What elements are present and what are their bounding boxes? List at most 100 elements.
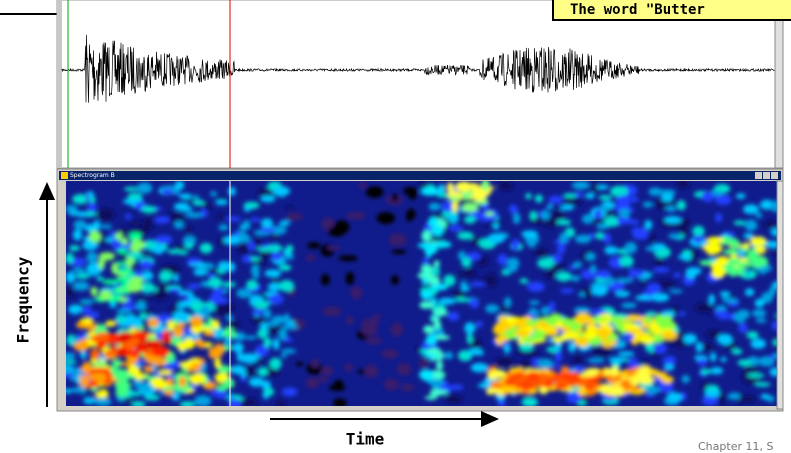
spectrogram-blob [179,300,194,308]
spectrogram-blob [123,186,139,192]
spectrogram-blob [75,321,86,329]
spectrogram-blob [280,353,287,359]
spectrogram-blob [129,276,144,284]
spectrogram-blob [305,377,320,389]
spectrogram-blob [590,182,602,193]
spectrogram-blob [420,187,439,196]
spectrogram-blob [609,315,623,324]
spectrogram-blob [577,387,588,396]
spectrogram-blob [278,328,288,341]
spectrogram-blob [484,211,495,217]
spectrogram-blob [538,371,549,384]
spectrogram-blob [512,212,521,225]
spectrogram-blob [101,252,115,261]
spectrogram-blob [214,373,223,379]
spectrogram-blob [271,315,287,324]
spectrogram-blob [596,375,604,381]
spectrogram-blob [651,243,666,250]
spectrogram-blob [430,316,440,323]
spectrogram-blob [81,365,92,372]
spectrogram-blob [469,281,486,287]
spectrogram-blob [281,387,298,397]
spectrogram-blob [272,338,280,350]
spectrogram-blob [548,301,556,313]
spectrogram-blob [617,370,629,376]
spectrogram-blob [595,231,605,240]
spectrogram-blob [155,235,173,244]
spectrogram-blob [610,185,628,197]
spectrogram-blob [99,224,113,229]
spectrogram-blob [158,270,173,282]
spectrogram-blob [243,219,251,230]
spectrogram-blob [283,313,291,325]
spectrogram-blob [79,299,95,305]
spectrogram-blob [697,358,707,367]
spectrogram-blob [700,368,712,375]
spectrogram-blob [754,298,765,308]
spectrogram-blob [281,348,296,354]
spectrogram-blob [157,370,173,375]
spectrogram-blob [105,320,117,327]
spectrogram-blob [231,365,246,375]
spectrogram-blob [694,303,714,313]
spectrogram-blob [264,387,275,396]
spectrogram-blob [663,216,682,224]
spectrogram-blob [183,338,195,350]
spectrogram-blob [657,258,665,270]
spectrogram-blob [228,186,236,196]
spectrogram-blob [466,332,473,344]
spectrogram-blob [199,242,213,254]
spectrogram-blob [742,395,756,403]
spectrogram-blob [141,375,156,380]
spectrogram-blob [710,261,724,270]
spectrogram-blob [685,267,698,279]
spectrogram-blob [710,352,717,362]
spectrogram-blob [127,220,143,225]
spectrogram-blob [72,194,90,205]
spectrogram-blob [598,204,608,212]
spectrogram-blob [406,211,413,222]
spectrogram-blob [668,233,681,239]
spectrogram-blob [184,242,194,250]
spectrogram-blob [521,397,538,406]
spectrogram-blob [428,202,441,211]
spectrogram-blob [770,250,778,256]
spectrogram-blob [238,397,258,406]
spectrogram-blob [152,290,168,301]
spectrogram-blob [430,283,448,291]
spectrogram-blob [633,376,641,385]
spectrogram-blob [554,341,562,351]
spectrogram-blob [137,325,144,331]
spectrogram-blob [727,258,741,266]
spectrogram-blob [66,368,73,375]
spectrogram-blob [417,271,434,280]
spectrogram-blob [456,297,468,302]
spectrogram-blob [603,216,622,227]
spectrogram-blob [760,393,770,400]
spectrogram-blob [136,385,154,392]
spectrogram-blob [648,187,663,197]
title-bar [59,171,781,180]
spectrogram-blob [167,249,182,255]
spectrogram-blob [571,181,590,190]
spectrogram-blob [637,375,655,385]
spectrogram-blob [328,226,346,237]
spectrogram-blob [508,205,519,214]
spectrogram-blob [380,349,399,359]
spectrogram-blob [116,249,128,254]
spectrogram-blob [115,314,126,323]
spectrogram-blob [572,261,583,269]
spectrogram-blob [604,367,612,376]
spectrogram-blob [500,385,516,394]
spectrogram-blob [153,244,165,255]
spectrogram-blob [727,392,741,400]
spectrogram-blob [468,348,484,356]
spectrogram-blob [116,308,132,314]
spectrogram-blob [66,204,78,213]
waveform-window [56,0,784,169]
spectrogram-blob [486,387,496,395]
spectrogram-blob [95,340,107,350]
spectrogram-blob [243,206,251,212]
spectrogram-blob [179,361,193,368]
spectrogram-blob [371,314,382,320]
